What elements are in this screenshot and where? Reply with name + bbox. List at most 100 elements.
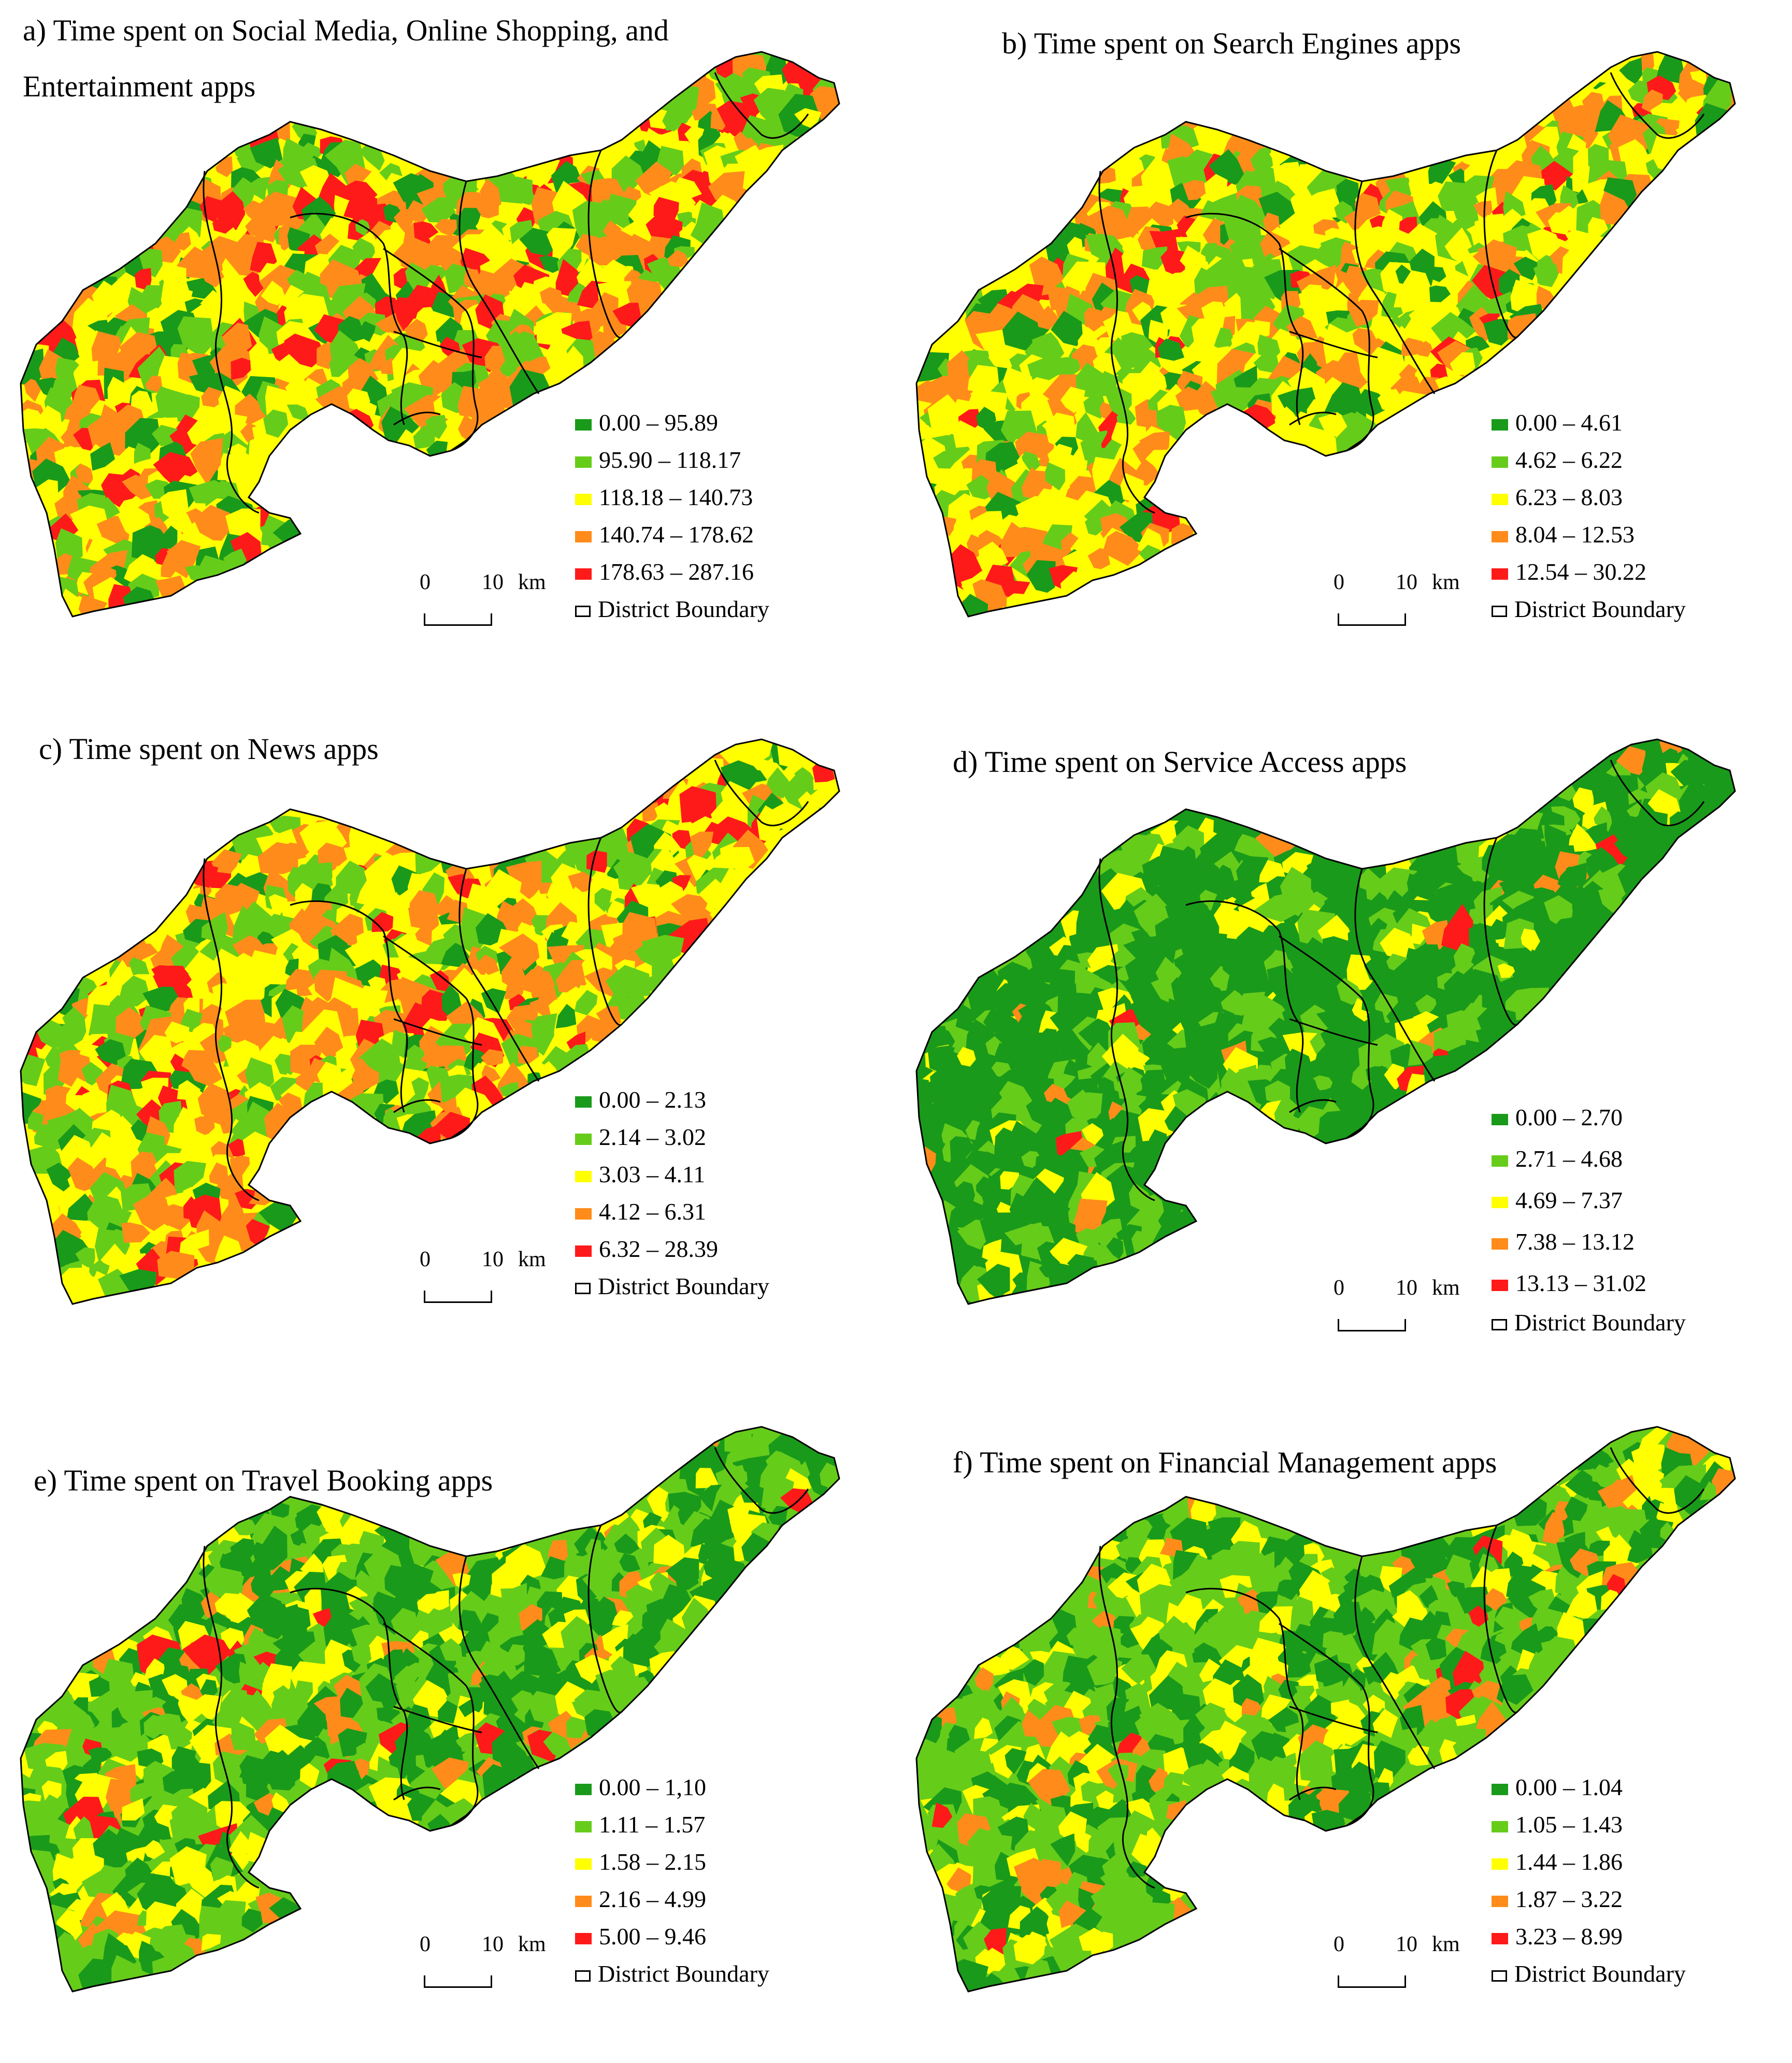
- spatial-unit: [1015, 496, 1054, 520]
- spatial-unit: [216, 156, 233, 179]
- scale-unit: km: [518, 570, 546, 594]
- legend-class-2: 2.71 – 4.68: [1492, 1138, 1686, 1180]
- spatial-unit: [1081, 1172, 1115, 1208]
- panel-title: f) Time spent on Financial Management ap…: [953, 1448, 1497, 1478]
- spatial-unit: [177, 1080, 201, 1100]
- spatial-unit: [439, 1638, 463, 1661]
- spatial-unit: [192, 353, 219, 378]
- legend-class-5: 178.63 – 287.16: [575, 553, 769, 591]
- spatial-unit: [1366, 864, 1385, 882]
- spatial-unit: [1277, 1580, 1298, 1600]
- spatial-unit: [312, 1608, 332, 1628]
- spatial-unit: [36, 479, 59, 499]
- spatial-unit: [464, 972, 489, 1007]
- spatial-unit: [263, 409, 289, 438]
- spatial-unit: [1064, 1059, 1082, 1077]
- district-boundary: [290, 900, 408, 1113]
- spatial-unit: [1399, 1705, 1425, 1736]
- spatial-unit: [151, 425, 178, 450]
- legend-swatch: [575, 1933, 592, 1945]
- spatial-unit: [1598, 887, 1623, 915]
- spatial-unit: [653, 1535, 685, 1571]
- boundary-swatch: [575, 606, 591, 618]
- spatial-unit: [1087, 1042, 1112, 1071]
- legend-label: 0.00 – 95.89: [599, 409, 718, 436]
- spatial-unit: [1483, 1568, 1512, 1596]
- legend-swatch: [575, 1821, 592, 1833]
- scale-unit: km: [518, 1932, 546, 1956]
- spatial-unit: [976, 1176, 994, 1201]
- legend-swatch: [575, 1171, 592, 1183]
- legend-label: 1.87 – 3.22: [1515, 1886, 1623, 1912]
- district-boundary: [1483, 1525, 1518, 1713]
- spatial-unit: [1108, 1706, 1148, 1744]
- scale-zero: 0: [1334, 1932, 1344, 1956]
- spatial-unit: [612, 303, 642, 328]
- legend-class-2: 1.05 – 1.43: [1492, 1806, 1686, 1843]
- district-boundary: [458, 1556, 540, 1769]
- spatial-unit: [501, 954, 528, 990]
- legend-label: 0.00 – 1,10: [599, 1774, 706, 1800]
- legend-swatch: [1492, 1933, 1508, 1945]
- scale-unit: km: [518, 1248, 546, 1271]
- legend-class-5: 12.54 – 30.22: [1492, 553, 1686, 591]
- spatial-unit: [76, 463, 93, 484]
- spatial-unit: [974, 1667, 994, 1694]
- spatial-unit: [1037, 1204, 1075, 1240]
- spatial-unit: [1223, 210, 1261, 246]
- spatial-unit: [413, 425, 435, 449]
- spatial-unit: [1121, 1654, 1157, 1684]
- spatial-unit: [191, 1694, 222, 1722]
- spatial-unit: [1355, 193, 1381, 220]
- legend-swatch: [1492, 1155, 1508, 1167]
- spatial-unit: [933, 451, 957, 469]
- legend-label: 3.23 – 8.99: [1515, 1923, 1623, 1950]
- legend-label: District Boundary: [1514, 596, 1686, 622]
- district-boundary: [383, 248, 479, 452]
- spatial-unit: [1204, 174, 1228, 204]
- spatial-unit: [1393, 1727, 1417, 1750]
- spatial-unit: [1365, 1066, 1387, 1082]
- legend-label: 95.90 – 118.17: [599, 447, 741, 473]
- spatial-unit: [978, 541, 1009, 572]
- spatial-unit: [1457, 855, 1489, 884]
- spatial-unit: [1013, 1935, 1046, 1965]
- district-boundary: [587, 1525, 623, 1713]
- legend-swatch: [1492, 494, 1508, 506]
- legend-label: 140.74 – 178.62: [599, 521, 754, 548]
- spatial-unit: [134, 442, 151, 464]
- district-boundary: [714, 760, 809, 826]
- legend-label: 3.03 – 4.11: [599, 1161, 706, 1187]
- legend-label: 0.00 – 4.61: [1515, 409, 1623, 436]
- scale-zero: 0: [420, 570, 431, 594]
- spatial-unit: [684, 125, 705, 148]
- panel-title: d) Time spent on Service Access apps: [953, 747, 1407, 777]
- legend-label: 178.63 – 287.16: [599, 558, 754, 585]
- spatial-unit: [761, 1470, 794, 1516]
- spatial-unit: [1220, 878, 1244, 902]
- legend-class-2: 1.11 – 1.57: [575, 1806, 769, 1843]
- spatial-unit: [1345, 1669, 1366, 1696]
- legend-swatch: [1492, 1114, 1508, 1126]
- boundary-swatch: [1492, 1319, 1507, 1331]
- spatial-unit: [545, 295, 582, 328]
- spatial-unit: [1404, 309, 1442, 353]
- spatial-unit: [605, 965, 651, 999]
- choropleth-map: [20, 1426, 840, 1993]
- scale-line: [1338, 1975, 1406, 1988]
- spatial-unit: [1160, 248, 1185, 276]
- spatial-unit: [641, 935, 684, 963]
- spatial-unit: [589, 1596, 618, 1635]
- spatial-unit: [679, 786, 717, 823]
- spatial-unit: [1561, 246, 1596, 282]
- spatial-unit: [128, 957, 150, 976]
- spatial-unit: [174, 1161, 206, 1192]
- spatial-unit: [122, 475, 154, 500]
- spatial-unit: [1252, 320, 1270, 341]
- legend-class-5: 13.13 – 31.02: [1492, 1263, 1686, 1304]
- legend-class-2: 95.90 – 118.17: [575, 441, 769, 479]
- spatial-unit: [1408, 175, 1428, 200]
- district-boundary: [383, 1623, 479, 1827]
- spatial-unit: [1452, 1651, 1485, 1692]
- spatial-unit: [527, 1690, 561, 1723]
